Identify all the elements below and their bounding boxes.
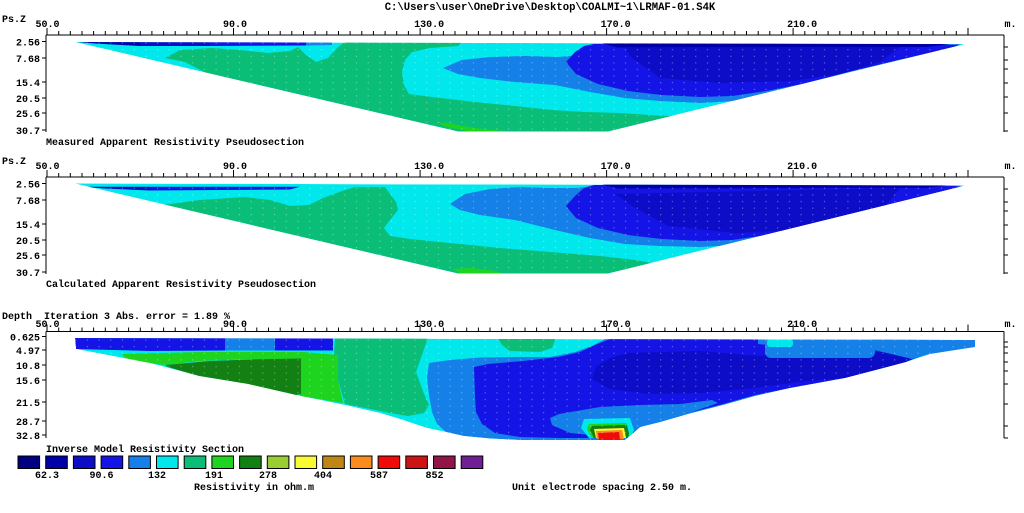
svg-text:4.97: 4.97	[16, 347, 40, 358]
svg-text:130.0: 130.0	[414, 20, 444, 31]
svg-text:50.0: 50.0	[35, 20, 59, 31]
svg-text:404: 404	[314, 471, 332, 482]
svg-text:m.: m.	[1004, 320, 1016, 331]
svg-text:50.0: 50.0	[35, 162, 59, 173]
svg-text:7.68: 7.68	[16, 197, 40, 208]
svg-text:20.5: 20.5	[16, 237, 40, 248]
svg-text:30.7: 30.7	[16, 127, 40, 138]
svg-text:90.6: 90.6	[89, 471, 113, 482]
svg-text:20.5: 20.5	[16, 95, 40, 106]
svg-text:m.: m.	[1004, 20, 1016, 31]
svg-text:C:\Users\user\OneDrive\Desktop: C:\Users\user\OneDrive\Desktop\COALMI~1\…	[385, 2, 716, 14]
svg-text:2.56: 2.56	[16, 39, 40, 50]
svg-text:210.0: 210.0	[787, 162, 817, 173]
svg-text:132: 132	[148, 471, 166, 482]
svg-text:130.0: 130.0	[414, 320, 444, 331]
svg-text:Measured Apparent Resistivity: Measured Apparent Resistivity Pseudosect…	[46, 137, 304, 149]
svg-text:Unit electrode spacing 2.50 m.: Unit electrode spacing 2.50 m.	[512, 482, 692, 494]
svg-text:170.0: 170.0	[601, 162, 631, 173]
svg-text:Calculated Apparent Resistivit: Calculated Apparent Resistivity Pseudose…	[46, 279, 316, 291]
svg-text:2.56: 2.56	[16, 181, 40, 192]
svg-text:25.6: 25.6	[16, 252, 40, 263]
svg-text:15.4: 15.4	[16, 221, 40, 232]
svg-text:32.8: 32.8	[16, 432, 40, 443]
svg-text:170.0: 170.0	[601, 20, 631, 31]
svg-text:62.3: 62.3	[35, 471, 59, 482]
svg-text:Ps.Z: Ps.Z	[2, 157, 26, 168]
svg-text:Iteration 3 Abs. error = 1.89: Iteration 3 Abs. error = 1.89 %	[44, 311, 230, 323]
svg-text:Ps.Z: Ps.Z	[2, 15, 26, 26]
svg-text:0.625: 0.625	[10, 334, 40, 345]
svg-text:15.6: 15.6	[16, 377, 40, 388]
svg-text:170.0: 170.0	[601, 320, 631, 331]
svg-text:15.4: 15.4	[16, 79, 40, 90]
svg-text:191: 191	[205, 471, 223, 482]
svg-text:30.7: 30.7	[16, 269, 40, 280]
svg-text:852: 852	[425, 471, 443, 482]
svg-text:90.0: 90.0	[223, 320, 247, 331]
svg-text:587: 587	[370, 471, 388, 482]
svg-text:21.5: 21.5	[16, 399, 40, 410]
svg-text:25.6: 25.6	[16, 110, 40, 121]
svg-text:50.0: 50.0	[35, 320, 59, 331]
svg-text:210.0: 210.0	[787, 20, 817, 31]
svg-text:Depth: Depth	[2, 311, 32, 323]
svg-text:130.0: 130.0	[414, 162, 444, 173]
svg-text:Inverse Model Resistivity Sect: Inverse Model Resistivity Section	[46, 444, 244, 456]
svg-text:210.0: 210.0	[787, 320, 817, 331]
svg-text:m.: m.	[1004, 162, 1016, 173]
svg-text:28.7: 28.7	[16, 418, 40, 429]
svg-text:278: 278	[259, 471, 277, 482]
svg-text:90.0: 90.0	[223, 162, 247, 173]
svg-text:7.68: 7.68	[16, 55, 40, 66]
svg-text:10.8: 10.8	[16, 362, 40, 373]
svg-text:Resistivity in ohm.m: Resistivity in ohm.m	[194, 482, 314, 494]
svg-text:90.0: 90.0	[223, 20, 247, 31]
